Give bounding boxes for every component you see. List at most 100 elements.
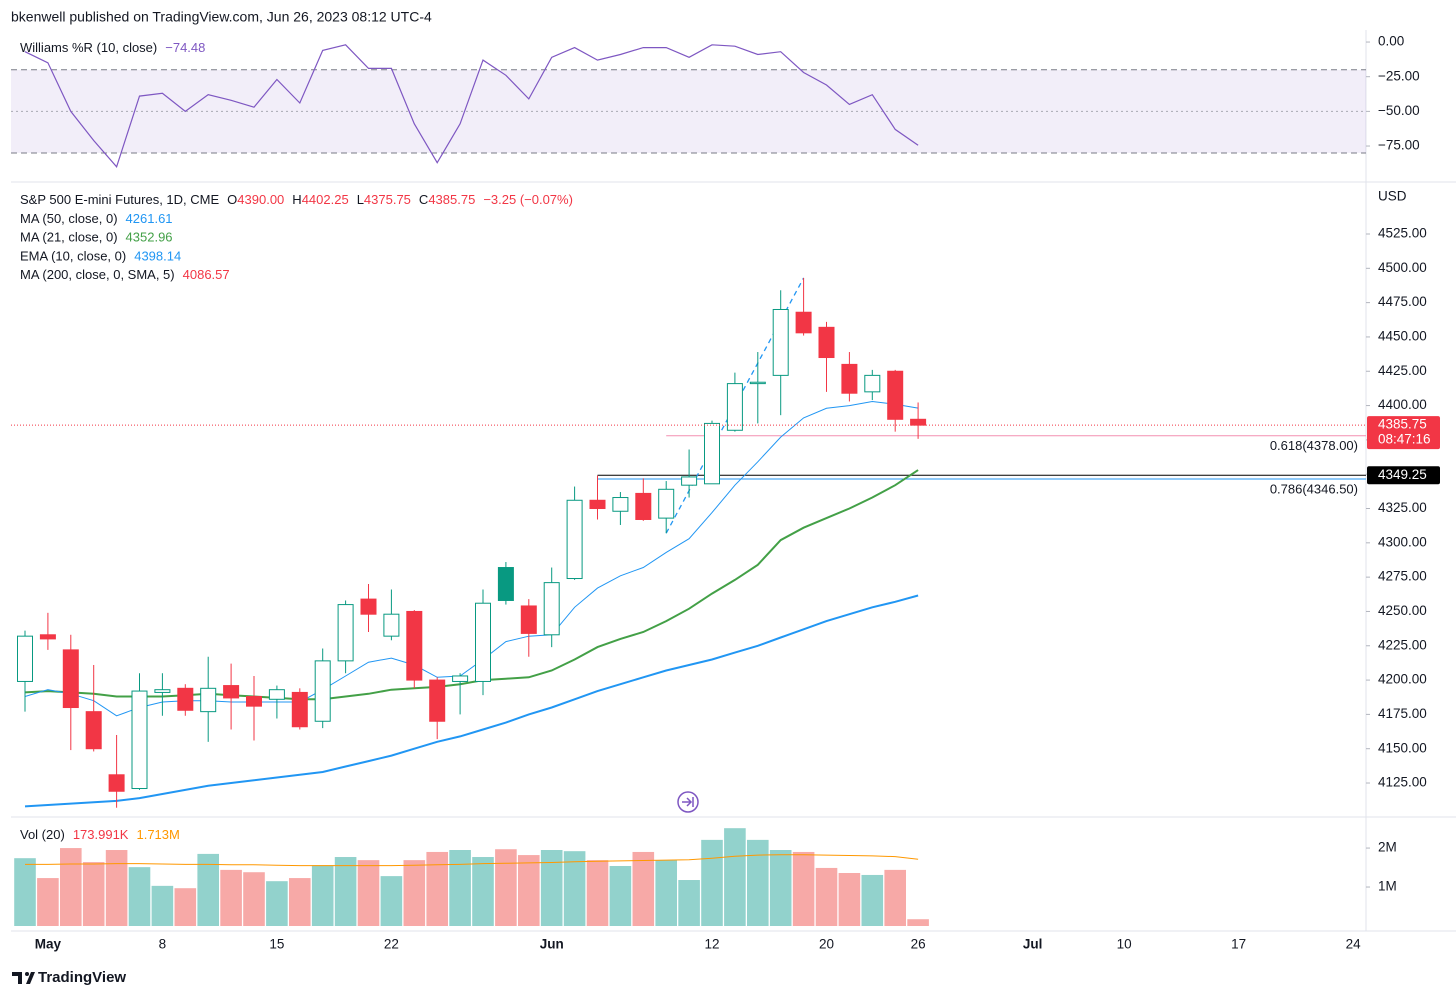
candle-body: [108, 774, 125, 792]
last-price-tag: [1367, 416, 1440, 450]
ohlc-label: H: [292, 192, 301, 207]
x-tick-label: 12: [704, 937, 719, 952]
candle-body: [841, 363, 858, 394]
candle-body: [818, 326, 835, 359]
volume-bar: [151, 885, 174, 926]
volume-bar: [334, 857, 357, 926]
x-tick-label: 26: [911, 937, 926, 952]
ma-name: MA (50, close, 0): [20, 211, 118, 226]
ma-legend: MA (50, close, 0) 4261.61: [20, 211, 173, 226]
volume-bar: [105, 850, 128, 926]
y-tick-label: 4150.00: [1378, 740, 1427, 755]
candle-body: [497, 567, 514, 601]
volume-legend: Vol (20) 173.991K 1.713M: [20, 827, 180, 842]
y-tick-label: 4325.00: [1378, 500, 1427, 515]
x-tick-label: 20: [819, 937, 834, 952]
y-tick-label: 4300.00: [1378, 534, 1427, 549]
candle-body: [475, 602, 491, 682]
price-legend: S&P 500 E-mini Futures, 1D, CME O4390.00 H…: [20, 192, 573, 207]
x-tick-label: 22: [384, 937, 399, 952]
x-tick-label: 24: [1346, 937, 1362, 952]
volume-bar: [884, 869, 906, 926]
ohlc-label: C: [419, 192, 428, 207]
candle-body: [910, 418, 927, 426]
ma-legend: MA (200, close, 0, SMA, 5) 4086.57: [20, 268, 230, 283]
candle-body: [200, 687, 217, 713]
candle-body: [681, 476, 698, 486]
y-tick-label: 4525.00: [1378, 226, 1427, 241]
ma-legend: MA (21, close, 0) 4352.96: [20, 230, 173, 245]
volume-bar: [518, 855, 540, 926]
fib-label: 0.618(4378.00): [1270, 438, 1358, 453]
icon-arrow: [682, 797, 694, 807]
ma-line: [24, 594, 919, 808]
x-tick-label: May: [35, 937, 62, 952]
y-tick-label: 2M: [1378, 840, 1397, 855]
y-tick-label: 4125.00: [1378, 775, 1427, 790]
volume-bar: [289, 878, 311, 926]
volume-bar: [197, 853, 219, 926]
ohlc-value: 4385.75: [428, 192, 475, 207]
volume-bar: [266, 881, 288, 926]
candle-body: [314, 660, 331, 722]
candle-body: [62, 649, 79, 709]
volume-bar: [128, 867, 151, 926]
x-tick-label: 8: [159, 937, 167, 952]
candle-body: [291, 691, 308, 728]
volume-bar: [220, 869, 242, 926]
candle-body: [520, 605, 537, 634]
volume-ma-value: 1.713M: [136, 827, 179, 842]
change: −3.25 (−0.07%): [483, 192, 573, 207]
volume-bar: [792, 851, 815, 926]
volume-bar: [724, 828, 746, 926]
y-tick-label: −25.00: [1378, 68, 1420, 83]
candle-body: [612, 497, 629, 512]
candle-body: [795, 311, 812, 334]
volume-bar: [655, 860, 677, 926]
fib-label: 0.786(4346.50): [1270, 481, 1358, 496]
symbol: S&P 500 E-mini Futures, 1D, CME: [20, 192, 219, 207]
volume-bar: [403, 860, 426, 926]
ohlc-value: 4402.25: [302, 192, 349, 207]
indicator-value: −74.48: [165, 40, 205, 55]
y-tick-label: 4275.00: [1378, 569, 1427, 584]
volume-bar: [540, 850, 563, 926]
replay-icon[interactable]: [677, 791, 699, 813]
volume-name: Vol (20): [20, 827, 65, 842]
ohlc-value: 4375.75: [364, 192, 411, 207]
volume-bar: [769, 850, 792, 926]
indicator-name: Williams %R (10, close): [20, 40, 157, 55]
last-price-label: 4385.75: [1378, 417, 1427, 432]
ma-line: [24, 469, 919, 701]
volume-ma-line: [25, 854, 919, 867]
y-tick-label: 0.00: [1378, 34, 1404, 49]
ohlc-label: O: [227, 192, 237, 207]
y-tick-label: 4475.00: [1378, 294, 1427, 309]
y-tick-label: 4500.00: [1378, 260, 1427, 275]
ma-name: MA (200, close, 0, SMA, 5): [20, 268, 175, 283]
candle-body: [887, 370, 904, 420]
candle-body: [383, 613, 400, 637]
candle-body: [131, 690, 148, 790]
ma-name: EMA (10, close, 0): [20, 249, 126, 264]
logo-dot: [25, 972, 29, 976]
volume-bar: [311, 865, 334, 926]
volume-value: 173.991K: [73, 827, 129, 842]
countdown-label: 08:47:16: [1378, 432, 1431, 447]
candle-body: [337, 604, 354, 662]
candle-body: [223, 685, 240, 699]
volume-bar: [701, 839, 723, 926]
level-label: 4349.25: [1378, 467, 1427, 482]
x-tick-label: 15: [269, 937, 284, 952]
volume-bar: [472, 857, 494, 926]
volume-bar: [380, 876, 403, 926]
x-tick-label: 10: [1117, 937, 1132, 952]
candle-body: [635, 492, 652, 520]
volume-bar: [861, 874, 884, 926]
header: bkenwell published on TradingView.com, J…: [11, 9, 432, 25]
candle-body: [154, 689, 171, 693]
ma-line: [24, 400, 919, 717]
candle-body: [268, 689, 285, 700]
candle-body: [726, 383, 743, 431]
